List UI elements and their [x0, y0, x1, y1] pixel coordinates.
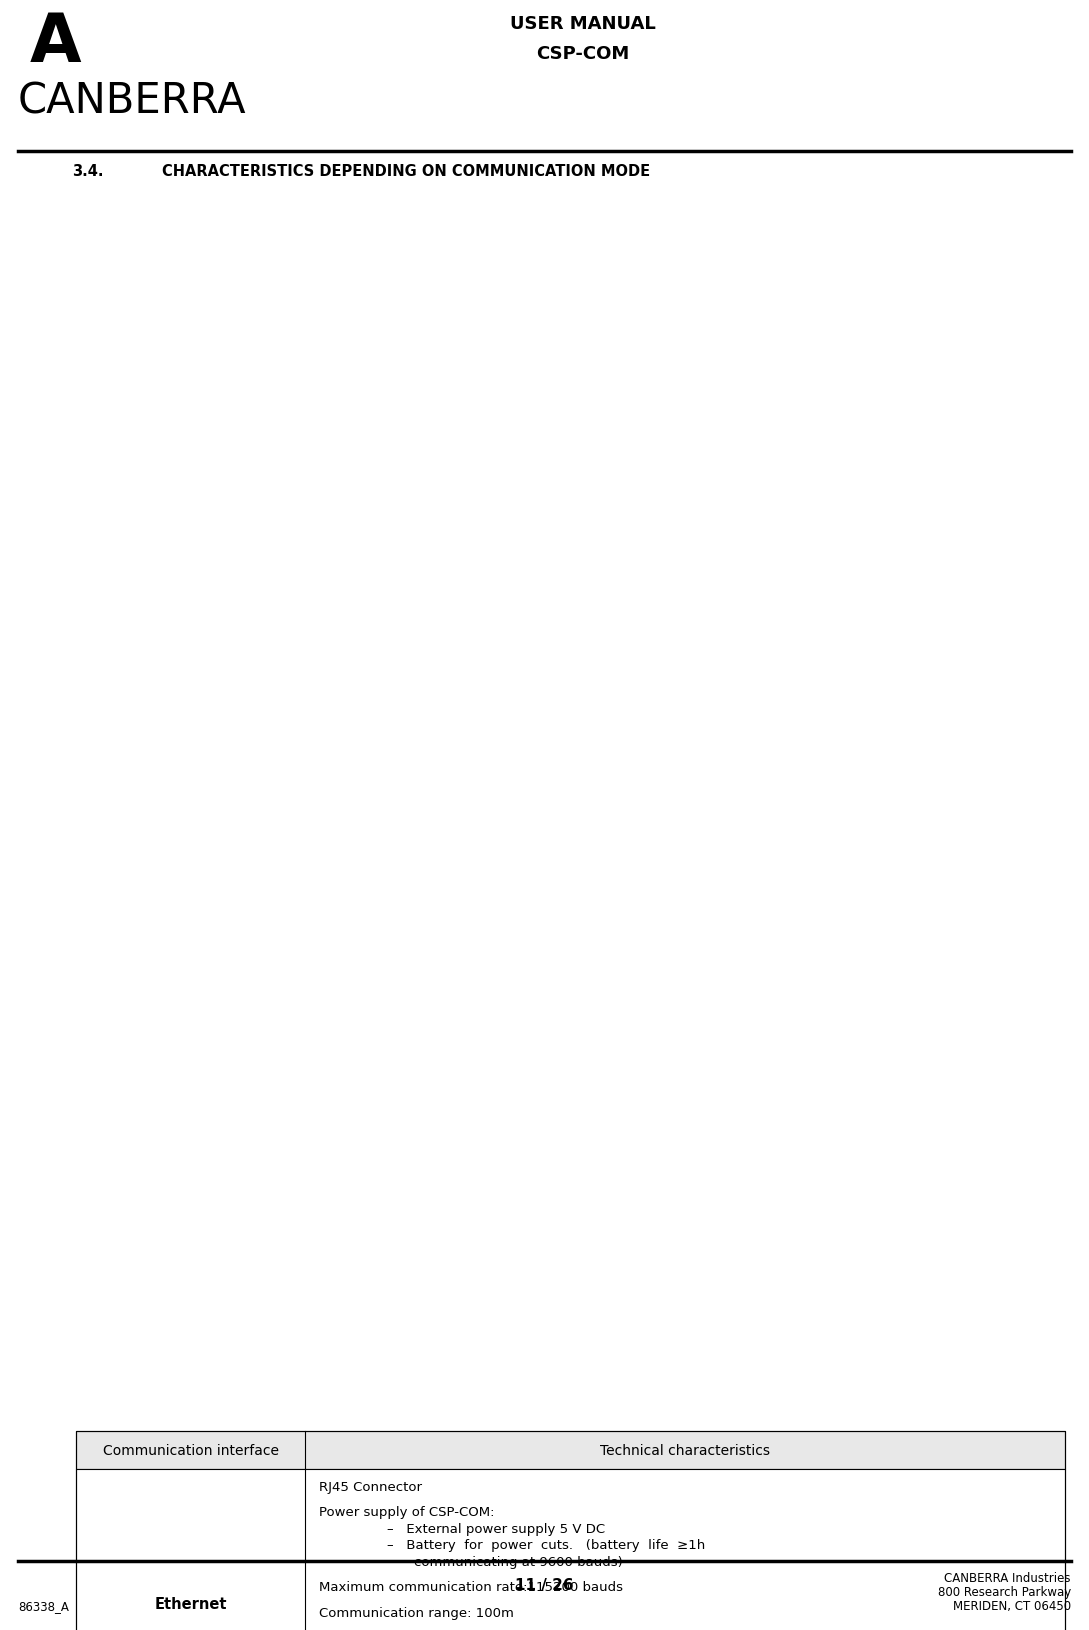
Text: CHARACTERISTICS DEPENDING ON COMMUNICATION MODE: CHARACTERISTICS DEPENDING ON COMMUNICATI…: [162, 165, 650, 179]
Bar: [76, 1431, 1065, 1469]
Text: USER MANUAL: USER MANUAL: [510, 15, 656, 33]
Text: Communication interface: Communication interface: [102, 1443, 279, 1457]
Text: Power supply of CSP-COM:: Power supply of CSP-COM:: [319, 1504, 494, 1518]
Text: MERIDEN, CT 06450: MERIDEN, CT 06450: [953, 1599, 1070, 1612]
Text: CANBERRA: CANBERRA: [19, 80, 246, 122]
Text: 3.4.: 3.4.: [72, 165, 103, 179]
Text: –   Battery  for  power  cuts.   (battery  life  ≥1h: – Battery for power cuts. (battery life …: [387, 1539, 706, 1552]
Text: 86338_A: 86338_A: [19, 1599, 69, 1612]
Bar: [76, 1469, 1065, 1630]
Text: 800 Research Parkway: 800 Research Parkway: [938, 1586, 1070, 1599]
Text: Technical characteristics: Technical characteristics: [600, 1443, 770, 1457]
Text: CSP-COM: CSP-COM: [536, 46, 629, 64]
Text: 11 / 26: 11 / 26: [515, 1578, 574, 1593]
Text: Maximum communication rate:115200 bauds: Maximum communication rate:115200 bauds: [319, 1579, 623, 1593]
Text: communicating at 9600 bauds): communicating at 9600 bauds): [414, 1555, 623, 1568]
Text: A: A: [30, 10, 82, 77]
Text: CANBERRA Industries: CANBERRA Industries: [944, 1571, 1070, 1584]
Bar: [76, 1431, 1065, 1630]
Text: RJ45 Connector: RJ45 Connector: [319, 1480, 421, 1493]
Text: Communication range: 100m: Communication range: 100m: [319, 1606, 514, 1619]
Text: –   External power supply 5 V DC: – External power supply 5 V DC: [387, 1522, 605, 1535]
Text: Ethernet: Ethernet: [155, 1596, 227, 1610]
